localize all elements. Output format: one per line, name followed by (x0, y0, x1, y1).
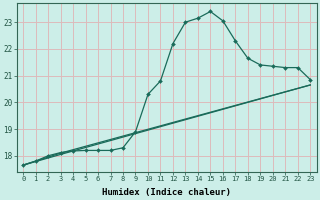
X-axis label: Humidex (Indice chaleur): Humidex (Indice chaleur) (102, 188, 231, 197)
